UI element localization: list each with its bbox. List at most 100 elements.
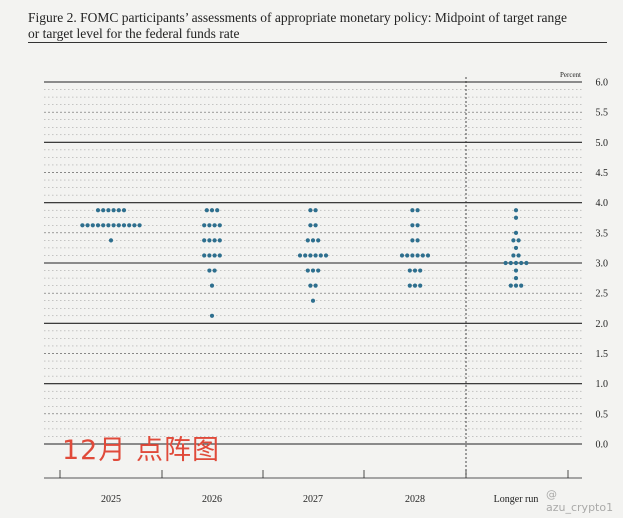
dot-longer-run <box>511 253 516 258</box>
dot-2026 <box>207 268 212 273</box>
dot-2028 <box>407 268 412 273</box>
y-tick-label: 4.5 <box>596 168 609 179</box>
dot-2028 <box>407 283 412 288</box>
dot-2025 <box>101 208 106 213</box>
dot-2026 <box>212 268 217 273</box>
dot-2028 <box>415 238 420 243</box>
overlay-annotation: 12月 点阵图 <box>62 435 220 466</box>
dot-2027 <box>305 238 310 243</box>
dot-2026 <box>209 283 215 288</box>
dot-2028 <box>410 223 415 228</box>
dot-longer-run <box>516 238 521 243</box>
y-tick-label: 1.0 <box>596 379 609 390</box>
dot-2028 <box>412 283 418 288</box>
dot-2028 <box>415 253 420 258</box>
y-tick-label: 5.0 <box>596 138 609 149</box>
dot-longer-run <box>511 238 516 243</box>
dot-2026 <box>207 253 212 258</box>
dot-2027 <box>310 268 316 273</box>
dot-2026 <box>209 313 215 318</box>
dot-2028 <box>410 253 415 258</box>
dot-2026 <box>209 208 215 213</box>
y-tick-label: 3.0 <box>596 259 609 270</box>
y-tick-label: 2.0 <box>596 319 609 330</box>
dot-2027 <box>303 253 308 258</box>
dot-2027 <box>297 253 303 258</box>
dot-longer-run <box>513 260 519 266</box>
y-tick-label: 1.5 <box>596 349 609 360</box>
dot-2028 <box>410 208 415 213</box>
dot-2026 <box>204 208 209 213</box>
dot-2027 <box>310 298 316 303</box>
dot-2027 <box>316 238 321 243</box>
dot-2025 <box>90 223 95 228</box>
dot-2027 <box>313 223 318 228</box>
dot-2028 <box>418 283 423 288</box>
dot-2025 <box>127 223 132 228</box>
dot-2027 <box>308 208 313 213</box>
watermark: @ azu_crypto1 <box>546 488 614 514</box>
dot-2027 <box>310 238 316 243</box>
dot-2026 <box>217 253 222 258</box>
dot-longer-run <box>513 283 519 288</box>
caption-line-1: Figure 2. FOMC participants’ assessments… <box>28 10 568 25</box>
dot-2025 <box>132 223 137 228</box>
dot-2025 <box>95 208 101 213</box>
dot-2027 <box>313 283 318 288</box>
dot-2026 <box>207 238 212 243</box>
dot-2027 <box>323 253 329 258</box>
dot-2026 <box>215 208 220 213</box>
dot-longer-run <box>519 260 524 266</box>
dot-2025 <box>106 223 111 228</box>
dot-2026 <box>217 223 222 228</box>
dot-2026 <box>202 223 207 228</box>
dot-longer-run <box>508 283 513 288</box>
dot-2026 <box>217 238 222 243</box>
dot-2026 <box>202 253 207 258</box>
dot-2026 <box>212 238 217 243</box>
dot-longer-run <box>513 268 519 273</box>
dot-2025 <box>111 208 116 213</box>
dot-2028 <box>405 253 410 258</box>
dot-2028 <box>420 253 425 258</box>
y-tick-label: 4.0 <box>596 198 609 209</box>
y-tick-label: 2.5 <box>596 289 609 300</box>
dot-2025 <box>116 208 121 213</box>
caption-line-2: or target level for the federal funds ra… <box>28 26 240 41</box>
dot-longer-run <box>524 260 529 266</box>
dot-2028 <box>412 268 418 273</box>
dot-2026 <box>212 253 217 258</box>
dot-2027 <box>318 253 323 258</box>
x-category-label: 2028 <box>405 494 425 505</box>
y-tick-label: 5.5 <box>596 108 609 119</box>
y-tick-label: 0.5 <box>596 409 609 420</box>
dot-2025 <box>121 208 127 213</box>
dot-longer-run <box>508 260 513 266</box>
dot-2027 <box>305 268 310 273</box>
dot-2028 <box>418 268 423 273</box>
dot-2028 <box>399 253 405 258</box>
dot-2025 <box>121 223 127 228</box>
dot-longer-run <box>513 230 519 235</box>
dot-2028 <box>415 208 420 213</box>
dot-2028 <box>425 253 431 258</box>
dot-2026 <box>202 238 207 243</box>
dot-longer-run <box>513 275 519 281</box>
dot-2025 <box>85 223 90 228</box>
y-tick-label: 0.0 <box>596 440 609 451</box>
dot-longer-run <box>503 260 508 266</box>
dot-2027 <box>316 268 321 273</box>
dot-2025 <box>116 223 121 228</box>
dot-2027 <box>308 283 313 288</box>
dot-2025 <box>137 223 142 228</box>
dot-longer-run <box>513 215 519 220</box>
dot-2028 <box>410 238 415 243</box>
dot-2025 <box>108 238 114 243</box>
dot-2025 <box>80 223 85 228</box>
dot-2026 <box>212 223 217 228</box>
y-unit-label: Percent <box>560 71 581 79</box>
x-category-label: 2026 <box>202 494 222 505</box>
dot-2027 <box>313 208 318 213</box>
dot-2028 <box>415 223 420 228</box>
